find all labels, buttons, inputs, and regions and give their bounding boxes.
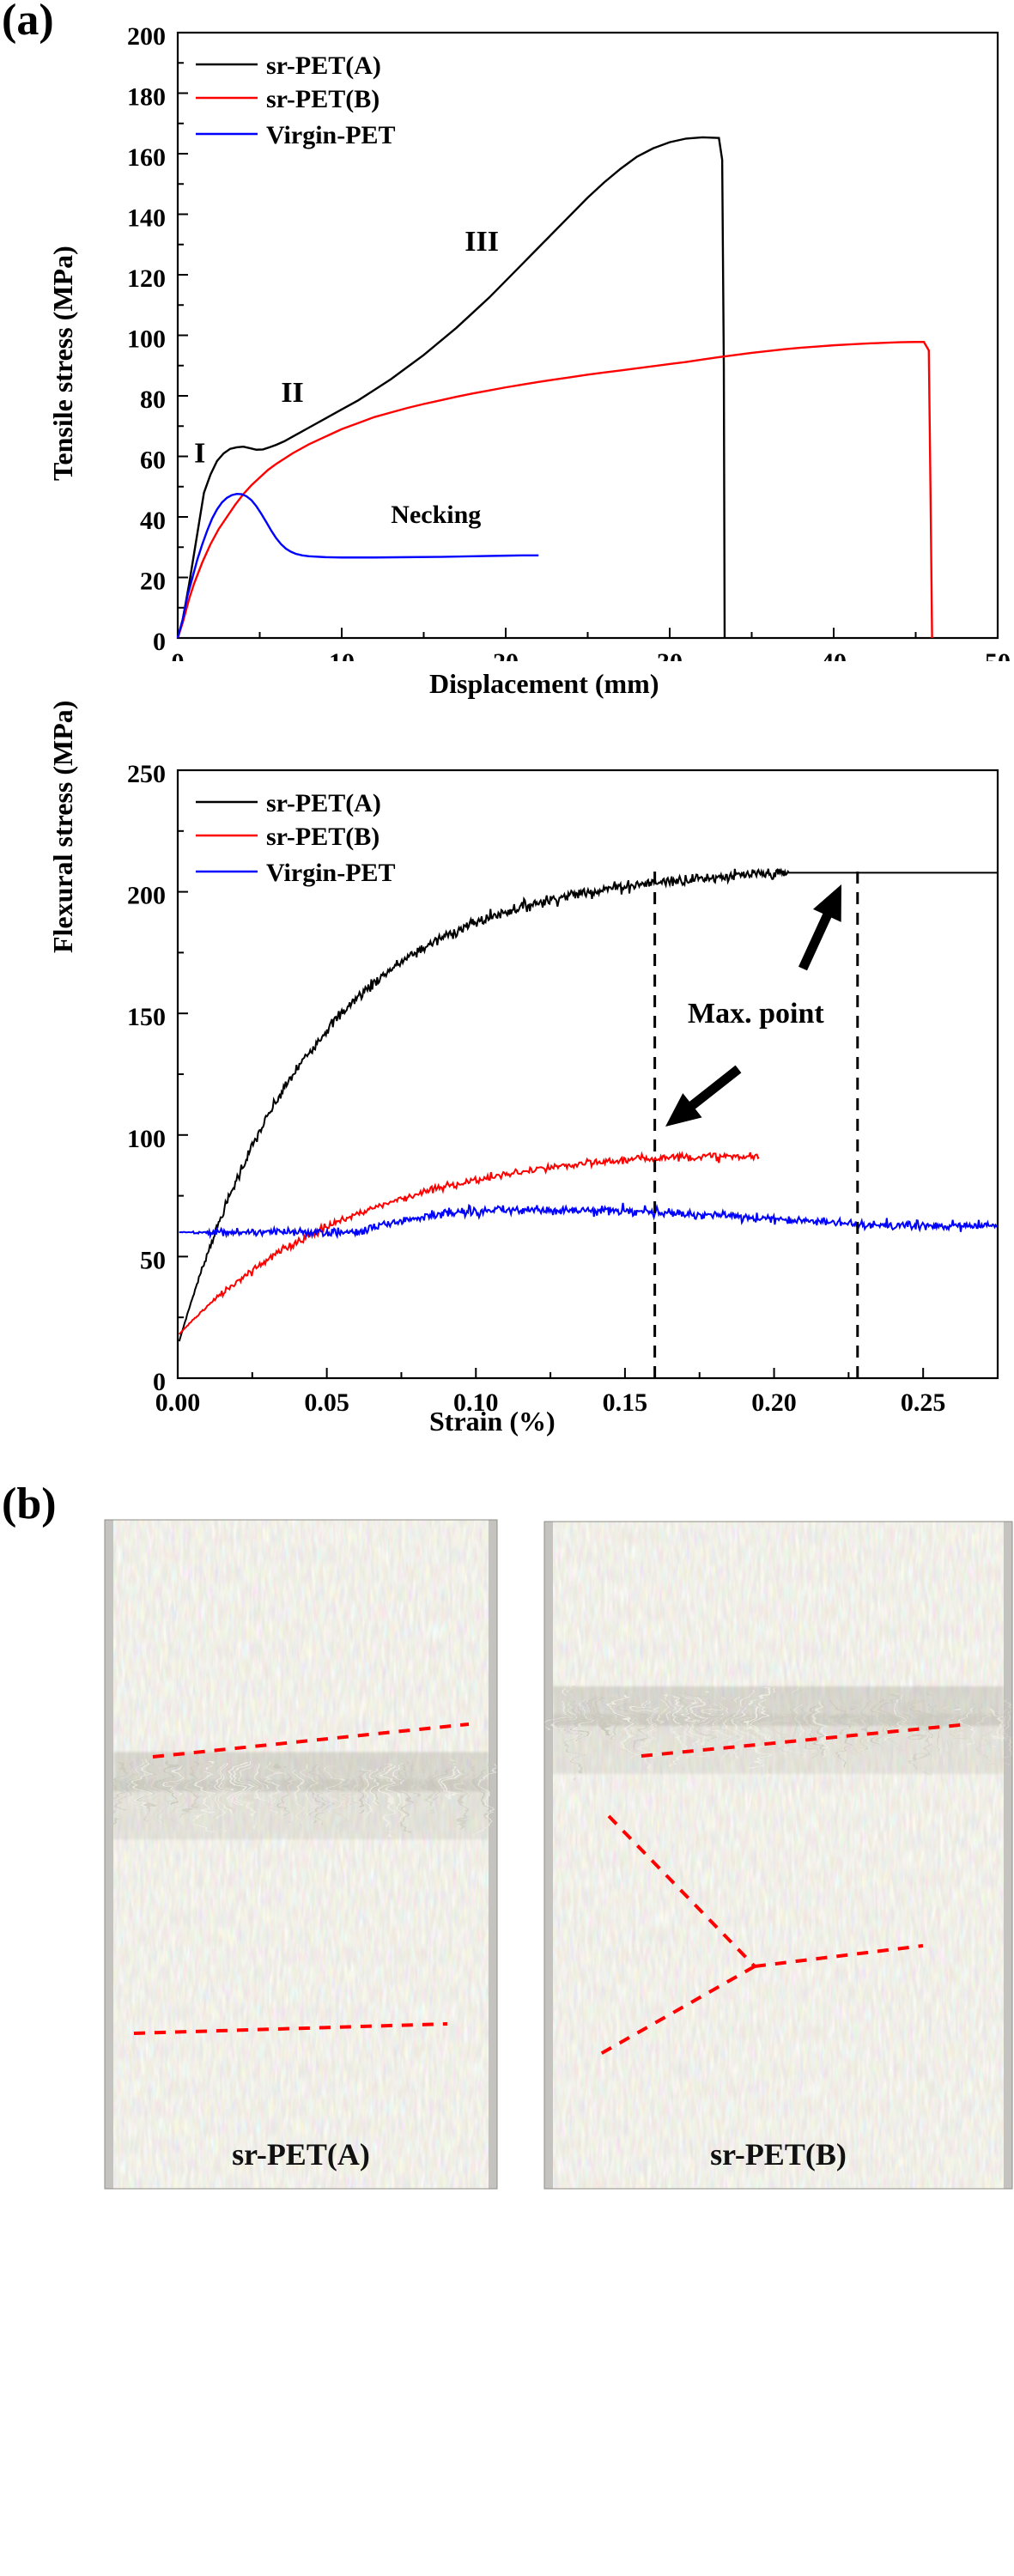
svg-text:sr-PET(A): sr-PET(A) (232, 2137, 370, 2172)
svg-text:sr-PET(B): sr-PET(B) (710, 2137, 847, 2172)
